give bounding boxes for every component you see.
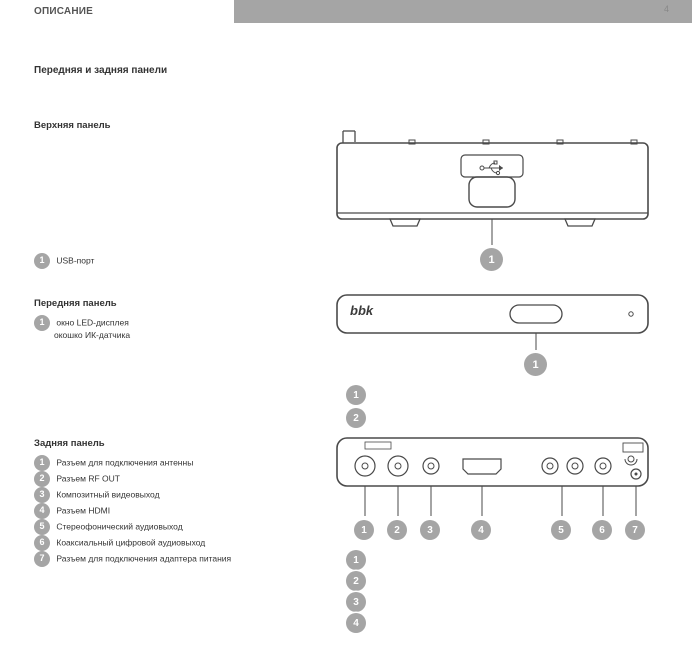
header-tab: ОПИСАНИЕ (0, 0, 234, 23)
header-title: ОПИСАНИЕ (34, 6, 93, 17)
header-bar (234, 0, 692, 23)
legend-text: Разъем RF OUT (56, 473, 120, 483)
usb-icon (480, 161, 503, 175)
front-panel-diagram (335, 293, 650, 368)
front-panel-legend: 1 окно LED-дисплея окошко ИК-датчика (34, 315, 130, 341)
stack-marker: 1 (346, 550, 366, 570)
rear-marker-3: 3 (420, 520, 440, 540)
legend-text: Разъем для подключения антенны (56, 457, 193, 467)
rear-panel-title: Задняя панель (34, 438, 105, 449)
top-panel-marker-1: 1 (480, 248, 503, 271)
front-panel-brand: bbk (350, 303, 373, 318)
front-panel-title: Передняя панель (34, 298, 117, 309)
legend-text: USB-порт (56, 255, 94, 265)
stack-marker: 3 (346, 592, 366, 612)
stack-marker: 4 (346, 613, 366, 633)
rear-panel-legend: 1 Разъем для подключения антенны 2 Разъе… (34, 455, 231, 567)
legend-text: Коаксиальный цифровой аудиовыход (56, 537, 205, 547)
front-panel-marker-1: 1 (524, 353, 547, 376)
rear-marker-6: 6 (592, 520, 612, 540)
top-panel-diagram (335, 125, 650, 265)
stack-marker: 2 (346, 571, 366, 591)
top-panel-title: Верхняя панель (34, 120, 111, 131)
front-extra-marker: 2 (346, 408, 366, 428)
legend-text: Разъем для подключения адаптера питания (56, 553, 231, 563)
legend-text: Композитный видеовыход (56, 489, 159, 499)
content-title: Передняя и задняя панели (34, 65, 167, 76)
legend-text: Разъем HDMI (56, 505, 110, 515)
legend-badge: 1 (34, 253, 50, 269)
rear-marker-2: 2 (387, 520, 407, 540)
legend-badge: 1 (34, 315, 50, 331)
legend-text: окошко ИК-датчика (54, 331, 130, 341)
rear-marker-4: 4 (471, 520, 491, 540)
power-icon (625, 456, 637, 465)
rear-marker-5: 5 (551, 520, 571, 540)
front-extra-marker: 1 (346, 385, 366, 405)
legend-text: Стереофонический аудиовыход (56, 521, 182, 531)
rear-marker-7: 7 (625, 520, 645, 540)
rear-marker-1: 1 (354, 520, 374, 540)
legend-text: окно LED-дисплея (56, 317, 128, 327)
page-number: 4 (664, 4, 669, 14)
top-panel-legend: 1 USB-порт (34, 253, 94, 269)
